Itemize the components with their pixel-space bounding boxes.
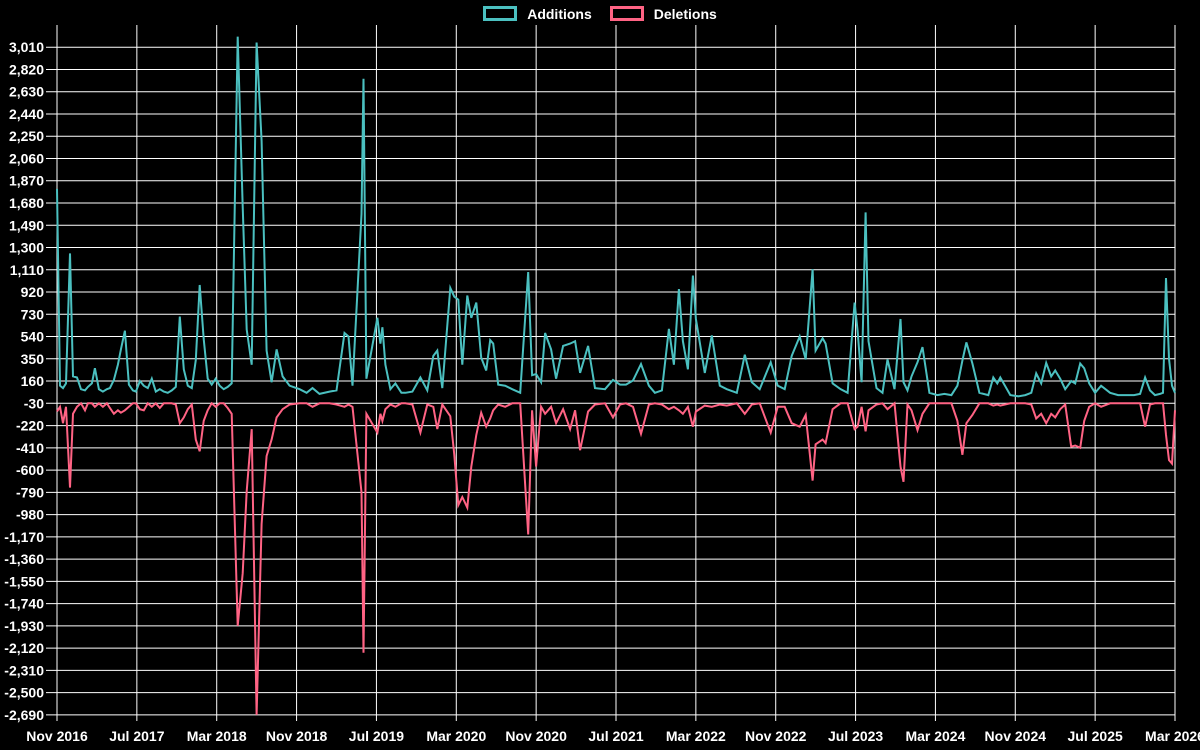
y-axis-tick-label: 1,870 — [9, 173, 44, 189]
y-axis-tick-label: -1,170 — [4, 529, 44, 545]
y-axis-tick-label: 920 — [21, 284, 45, 300]
chart-legend: Additions Deletions — [0, 6, 1200, 21]
y-axis-tick-label: -1,930 — [4, 618, 44, 634]
y-axis-tick-label: 730 — [21, 306, 45, 322]
x-axis-tick-label: Jul 2021 — [588, 728, 643, 744]
y-axis-tick-label: -790 — [16, 484, 44, 500]
y-axis-tick-label: 2,820 — [9, 61, 44, 77]
y-axis-tick-label: 540 — [21, 329, 45, 345]
y-axis-tick-label: 1,490 — [9, 217, 44, 233]
deletions-line — [56, 401, 1176, 715]
deletions-legend-label: Deletions — [653, 5, 717, 22]
y-axis-tick-label: -1,740 — [4, 596, 44, 612]
x-axis-tick-label: Jul 2025 — [1068, 728, 1123, 744]
y-axis-tick-label: -1,360 — [4, 551, 44, 567]
y-axis-tick-label: 2,250 — [9, 128, 44, 144]
y-axis-tick-label: -600 — [16, 462, 44, 478]
y-axis-tick-label: 1,300 — [9, 240, 44, 256]
deletions-color-swatch — [609, 6, 644, 21]
additions-legend-label: Additions — [527, 5, 592, 22]
y-axis-tick-label: 2,630 — [9, 84, 44, 100]
y-axis-tick-label: 3,010 — [9, 39, 44, 55]
y-axis-tick-label: -2,500 — [4, 685, 44, 701]
y-axis-tick-label: -30 — [24, 395, 44, 411]
y-axis-tick-label: 1,680 — [9, 195, 44, 211]
y-axis-tick-label: 350 — [21, 351, 45, 367]
x-axis-tick-label: Jul 2017 — [109, 728, 164, 744]
x-axis-tick-label: Nov 2018 — [266, 728, 328, 744]
y-axis-tick-label: -2,690 — [4, 707, 44, 723]
x-axis-tick-label: Nov 2022 — [745, 728, 807, 744]
additions-line — [56, 36, 1176, 398]
y-axis-tick-label: 2,060 — [9, 150, 44, 166]
x-axis-tick-label: Mar 2026 — [1145, 728, 1200, 744]
x-axis-tick-label: Nov 2024 — [985, 728, 1047, 744]
x-axis-tick-label: Nov 2020 — [505, 728, 567, 744]
y-axis-tick-label: -980 — [16, 507, 44, 523]
additions-color-swatch — [483, 6, 518, 21]
x-axis-tick-label: Mar 2024 — [905, 728, 965, 744]
y-axis-tick-label: -1,550 — [4, 573, 44, 589]
x-axis-tick-label: Mar 2020 — [426, 728, 486, 744]
x-axis-tick-label: Nov 2016 — [26, 728, 88, 744]
y-axis-tick-label: -2,120 — [4, 640, 44, 656]
y-axis-tick-label: -410 — [16, 440, 44, 456]
x-axis-tick-label: Mar 2022 — [666, 728, 726, 744]
y-axis-tick-label: 160 — [21, 373, 45, 389]
legend-item-deletions[interactable]: Deletions — [609, 5, 717, 22]
x-axis-tick-label: Jul 2019 — [349, 728, 404, 744]
y-axis-tick-label: 1,110 — [10, 262, 44, 278]
y-axis-tick-label: 2,440 — [9, 106, 44, 122]
y-axis-tick-label: -2,310 — [4, 662, 44, 678]
x-axis-tick-label: Jul 2023 — [828, 728, 883, 744]
y-axis-tick-label: -220 — [16, 418, 44, 434]
x-axis-tick-label: Mar 2018 — [187, 728, 247, 744]
legend-item-additions[interactable]: Additions — [483, 6, 592, 21]
